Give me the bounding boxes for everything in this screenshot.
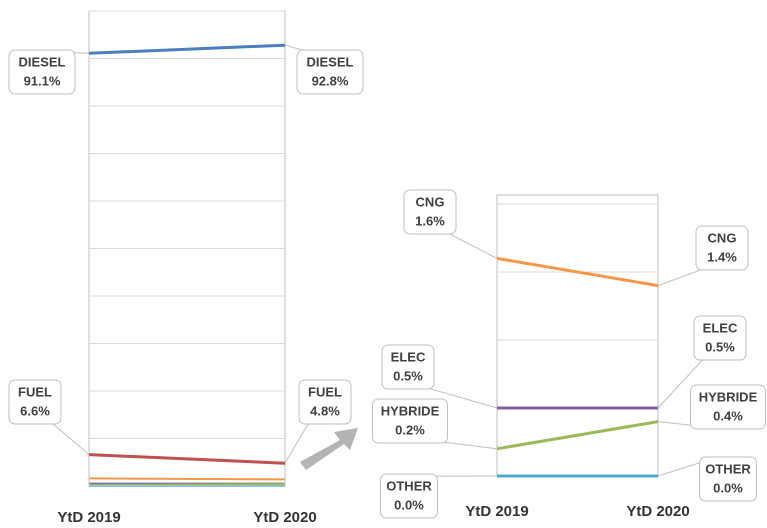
x-tick-label: YtD 2019 [465, 503, 528, 520]
callout-box [296, 49, 364, 95]
callout-box [380, 473, 438, 519]
callout-box [693, 315, 747, 361]
series-label: ELEC [391, 349, 426, 364]
series-label: CNG [416, 194, 445, 209]
series-label: FUEL [18, 384, 52, 399]
series-line [88, 453, 286, 465]
x-tick-label: YtD 2019 [57, 509, 120, 526]
series-label: HYBRIDE [381, 403, 440, 418]
value-label: 1.6% [415, 213, 445, 228]
value-label: 0.0% [713, 480, 743, 495]
value-label: 0.4% [713, 408, 743, 423]
value-label: 6.6% [20, 403, 50, 418]
series-label: DIESEL [307, 54, 354, 69]
value-label: 1.4% [707, 249, 737, 264]
series-label: ELEC [703, 320, 738, 335]
series-label: DIESEL [19, 54, 66, 69]
value-label: 91.1% [24, 73, 61, 88]
series-label: CNG [708, 230, 737, 245]
x-tick-label: YtD 2020 [626, 503, 689, 520]
value-label: 4.8% [310, 403, 340, 418]
series-label: HYBRIDE [699, 389, 758, 404]
callout-pointer [657, 267, 707, 287]
series-line [88, 43, 286, 55]
callout-pointer [284, 421, 310, 464]
series-label: FUEL [308, 384, 342, 399]
callout-pointer [657, 357, 705, 409]
callout-box [699, 456, 757, 502]
value-label: 0.5% [393, 368, 423, 383]
callout-box [8, 379, 62, 425]
callout-pointer [445, 231, 498, 259]
series-label: OTHER [705, 461, 751, 476]
arrow [300, 428, 358, 470]
callout-pointer [423, 386, 498, 409]
callout-box [381, 344, 435, 390]
callout-box [372, 398, 448, 444]
value-label: 0.2% [395, 422, 425, 437]
series-label: OTHER [386, 478, 432, 493]
value-label: 92.8% [312, 73, 349, 88]
series-line [496, 420, 659, 451]
callout-box [403, 189, 457, 235]
series-line [88, 477, 286, 481]
series-line [496, 256, 659, 288]
value-label: 0.0% [394, 497, 424, 512]
callout-box [690, 384, 766, 430]
callout-box [298, 379, 352, 425]
callout-box [695, 225, 749, 271]
series-line [88, 483, 286, 487]
value-label: 0.5% [705, 339, 735, 354]
callout-box [8, 49, 76, 95]
callout-pointer [50, 421, 90, 456]
x-tick-label: YtD 2020 [253, 509, 316, 526]
